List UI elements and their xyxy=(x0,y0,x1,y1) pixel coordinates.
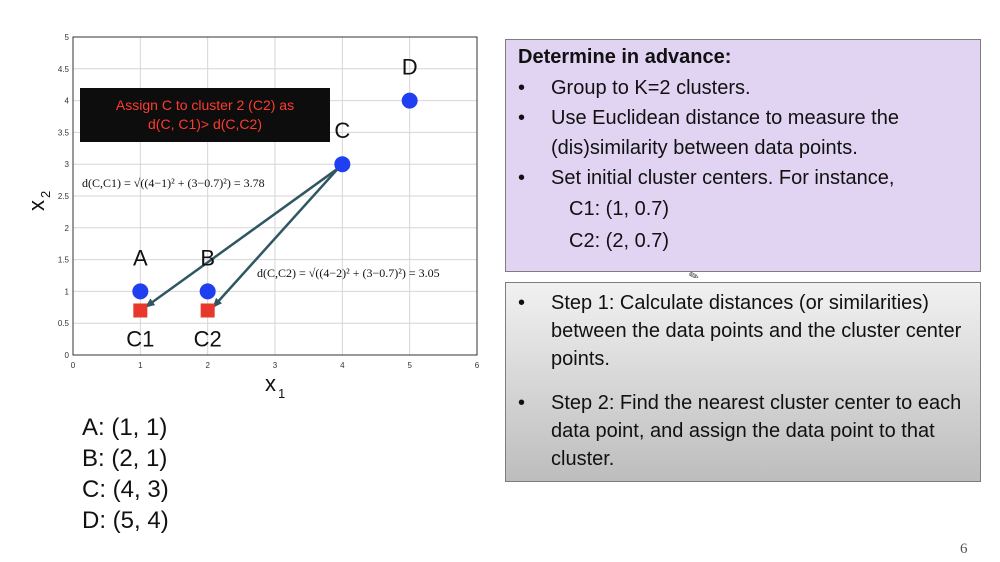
bullet-step-2: • Step 2: Find the nearest cluster cente… xyxy=(518,389,968,473)
bullet-marker: • xyxy=(518,292,526,314)
x-tick-label: 1 xyxy=(138,361,143,370)
bullet-text: Step 2: Find the nearest cluster center … xyxy=(551,392,962,470)
y-tick-label: 4.5 xyxy=(58,65,70,74)
tick-labels: 0 1 2 3 4 5 6 0 0.5 1 1.5 2 2.5 3 3.5 4 4.5 5 xyxy=(58,33,480,370)
formula-distance-c2: d(C,C2) = √((4−2)² + (3−0.7)²) = 3.05 xyxy=(257,266,440,280)
plot-frame xyxy=(72,36,478,356)
bullet-text: Set initial cluster centers. For instanc… xyxy=(551,167,895,189)
bullet-euclidean: • Use Euclidean distance to measure the … xyxy=(518,103,968,163)
assign-callout: Assign C to cluster 2 (C2) as d(C, C1)> … xyxy=(80,88,330,142)
data-point-label: C xyxy=(334,118,350,143)
bullet-initial-centers: • Set initial cluster centers. For insta… xyxy=(518,163,968,193)
coord-c: C: (4, 3) xyxy=(82,476,169,503)
x-tick-label: 2 xyxy=(205,361,210,370)
bullet-marker: • xyxy=(518,77,526,99)
distance-arrows xyxy=(144,167,340,308)
bullet-text: Group to K=2 clusters. xyxy=(551,77,751,99)
cluster-center-marker xyxy=(133,303,148,318)
x-axis-label: x xyxy=(265,371,276,396)
y-tick-label: 1 xyxy=(65,287,70,296)
distance-arrow xyxy=(144,167,340,308)
y-tick-label: 0 xyxy=(65,351,70,360)
data-point xyxy=(334,156,351,173)
data-marks: C1 C2 A B C D xyxy=(126,55,418,351)
bullet-marker: • xyxy=(518,392,526,414)
coordinate-list: A: (1, 1) B: (2, 1) C: (4, 3) D: (5, 4) xyxy=(82,412,169,536)
x-tick-label: 0 xyxy=(71,361,76,370)
y-tick-label: 4 xyxy=(65,97,70,106)
bullet-marker: • xyxy=(518,107,526,129)
y-axis-label-sub: 2 xyxy=(38,191,53,198)
y-tick-label: 5 xyxy=(65,33,70,42)
coord-b: B: (2, 1) xyxy=(82,445,168,472)
y-tick-label: 0.5 xyxy=(58,319,70,328)
assign-callout-line1: Assign C to cluster 2 (C2) as xyxy=(115,97,295,113)
scatter-plot: 0 1 2 3 4 5 600.511.522.533.544.55 C1 C2A BCD x … xyxy=(24,33,480,401)
cluster-center-label: C1 xyxy=(126,326,154,351)
cluster-center-marker xyxy=(200,303,215,318)
y-tick-label: 2 xyxy=(65,224,70,233)
advance-settings-title: Determine in advance: xyxy=(518,46,732,68)
y-axis-label: x xyxy=(24,200,49,211)
bullet-marker: • xyxy=(518,167,526,189)
data-point xyxy=(199,283,216,300)
formula-distance-c1: d(C,C1) = √((4−1)² + (3−0.7)²) = 3.78 xyxy=(82,176,265,190)
steps-box: • Step 1: Calculate distances (or simila… xyxy=(505,282,981,482)
x-tick-label: 4 xyxy=(340,361,345,370)
assign-callout-line2: d(C, C1)> d(C,C2) xyxy=(148,116,262,132)
x-tick-label: 3 xyxy=(273,361,278,370)
x-axis-label-sub: 1 xyxy=(278,386,285,401)
cluster-center-label: C2 xyxy=(194,326,222,351)
center-c2-text: C2: (2, 0.7) xyxy=(569,230,670,252)
coord-a: A: (1, 1) xyxy=(82,414,168,441)
coord-d: D: (5, 4) xyxy=(82,507,169,534)
distance-arrow xyxy=(212,167,340,308)
bullet-text: Step 1: Calculate distances (or similari… xyxy=(551,292,962,370)
data-point xyxy=(401,92,418,109)
bullet-k-clusters: • Group to K=2 clusters. xyxy=(518,73,968,103)
data-point-label: D xyxy=(402,55,418,80)
y-tick-label: 3.5 xyxy=(58,128,70,137)
center-c1-text: C1: (1, 0.7) xyxy=(569,198,670,220)
page-number: 6 xyxy=(960,541,968,557)
y-tick-label: 3 xyxy=(65,160,70,169)
bullet-step-1: • Step 1: Calculate distances (or simila… xyxy=(518,289,968,373)
data-point-label: A xyxy=(133,245,148,270)
x-tick-label: 6 xyxy=(475,361,480,370)
y-tick-label: 1.5 xyxy=(58,256,70,265)
data-point xyxy=(132,283,149,300)
x-tick-label: 5 xyxy=(407,361,412,370)
advance-settings-box: Determine in advance: • Group to K=2 clu… xyxy=(505,39,981,272)
y-tick-label: 2.5 xyxy=(58,192,70,201)
data-point-label: B xyxy=(200,245,215,270)
bullet-text: Use Euclidean distance to measure the (d… xyxy=(551,107,899,159)
